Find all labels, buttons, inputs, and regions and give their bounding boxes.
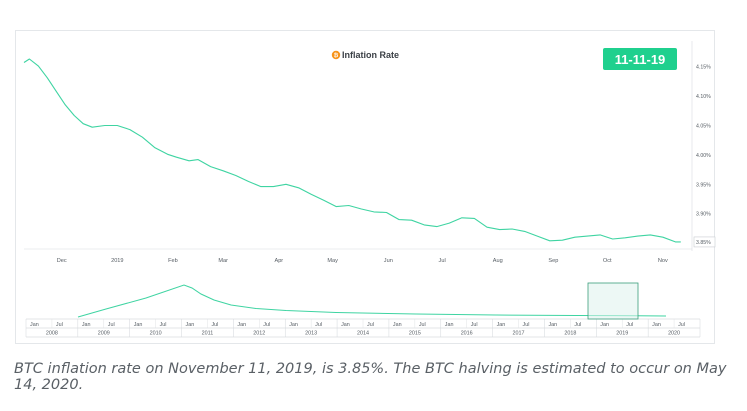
bitcoin-coin-icon [331,50,341,60]
x-tick-label: Aug [493,258,503,264]
x-tick-label: Mar [218,258,228,264]
date-badge-text: 11-11-19 [615,52,666,67]
x-tick-label: 2019 [111,258,123,264]
navigator-half-label: Jul [263,322,270,328]
navigator-half-label: Jul [211,322,218,328]
navigator-half-label: Jan [289,322,298,328]
navigator-year-label: 2009 [98,331,110,337]
x-tick-label: Apr [274,258,283,264]
x-tick-label: Jun [384,258,393,264]
navigator-year-label: 2012 [253,331,265,337]
navigator-half-label: Jan [237,322,246,328]
navigator-year-label: 2011 [202,331,214,337]
x-tick-label: May [327,258,338,264]
x-tick-label: Feb [168,258,178,264]
navigator-half-label: Jan [600,322,609,328]
y-tick-label: 3.90% [696,212,711,218]
navigator-year-label: 2014 [357,331,369,337]
current-value-box [693,236,716,248]
current-value-label: 3.85% [696,240,711,246]
series-line [23,58,681,243]
navigator-half-label: Jul [678,322,685,328]
navigator-half-label: Jul [315,322,322,328]
navigator-year-label: 2018 [564,331,576,337]
navigator-year-label: 2017 [513,331,525,337]
navigator-half-label: Jul [574,322,581,328]
navigator-year-label: 2013 [305,331,317,337]
navigator-half-label: Jan [497,322,506,328]
navigator-half-label: Jul [471,322,478,328]
navigator-series-line [77,284,667,318]
navigator-half-label: Jan [445,322,454,328]
navigator-half-label: Jan [548,322,557,328]
inflation-chart: ₿ Inflation Rate 11-11-19 4.15% 4.10% 4.05% 4.… [23,41,716,338]
x-tick-label: Oct [603,258,612,264]
navigator-year-label: 2020 [668,331,680,337]
y-tick-label: 4.10% [696,94,711,100]
navigator-half-label: Jul [56,322,63,328]
navigator-half-label: Jul [419,322,426,328]
y-tick-label: 4.15% [696,65,711,71]
navigator-year-label: 2015 [409,331,421,337]
date-badge [603,48,677,70]
navigator-half-label: Jan [82,322,91,328]
navigator-half-label: Jan [393,322,402,328]
x-tick-label: Jul [439,258,446,264]
navigator-half-label: Jul [367,322,374,328]
navigator-year-label: 2010 [150,331,162,337]
navigator-half-label: Jan [652,322,661,328]
navigator-year-label: 2016 [461,331,473,337]
y-tick-label: 4.00% [696,153,711,159]
chart-caption: BTC inflation rate on November 11, 2019,… [14,361,727,393]
x-tick-label: Nov [658,258,668,264]
navigator-half-label: Jul [108,322,115,328]
navigator-half-label: Jan [186,322,195,328]
navigator-half-label: Jan [341,322,350,328]
chart-title: Inflation Rate [342,50,399,60]
navigator-year-label: 2019 [616,331,628,337]
navigator-half-label: Jul [160,322,167,328]
navigator-half-label: Jan [30,322,39,328]
chart-frame: ₿ Inflation Rate 11-11-19 4.15% 4.10% 4.05% 4.… [15,30,716,344]
y-tick-label: 4.05% [696,123,711,129]
navigator-half-label: Jul [626,322,633,328]
x-tick-label: Dec [57,258,67,264]
x-tick-label: Sep [548,258,558,264]
navigator-selection-window [587,282,639,320]
navigator-year-label: 2008 [46,331,58,337]
navigator-half-label: Jan [134,322,143,328]
navigator-half-label: Jul [523,322,530,328]
y-tick-label: 3.95% [696,182,711,188]
bitcoin-symbol-icon: ₿ [334,52,339,59]
